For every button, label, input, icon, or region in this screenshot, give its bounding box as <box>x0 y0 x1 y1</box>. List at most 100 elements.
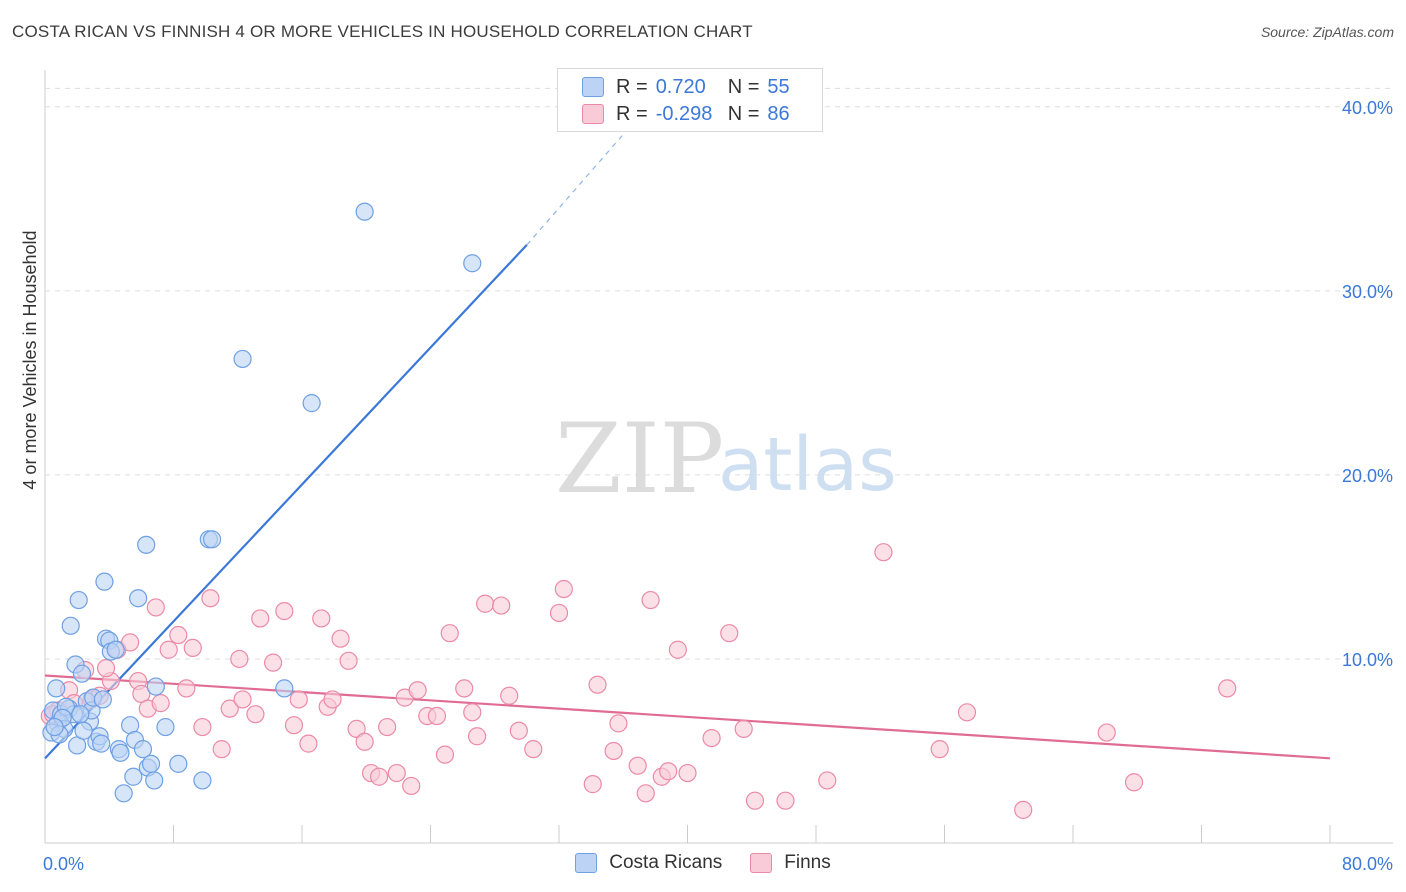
finn-point <box>455 679 474 698</box>
chart-title: COSTA RICAN VS FINNISH 4 OR MORE VEHICLE… <box>12 22 753 41</box>
finn-point <box>331 629 350 648</box>
y-tick-label: 20.0% <box>1342 466 1393 486</box>
costa-rican-point <box>72 664 92 683</box>
costa-rican-point <box>302 394 321 413</box>
costa-rican-point <box>47 679 66 698</box>
r-label: R = <box>616 75 648 98</box>
costa-ricans-swatch <box>575 853 598 873</box>
finn-point <box>818 771 837 790</box>
n-label: N = <box>727 102 760 125</box>
finn-point <box>387 763 406 783</box>
finn-point <box>146 598 165 617</box>
costa-rican-point <box>95 572 114 591</box>
n-value: 55 <box>767 75 790 98</box>
costa-rican-point <box>133 740 153 759</box>
finn-point <box>492 596 511 615</box>
costa-rican-point <box>202 530 222 549</box>
finn-point <box>347 719 366 738</box>
finn-point <box>678 763 697 783</box>
costa-rican-point <box>156 717 175 737</box>
finn-point <box>609 714 628 733</box>
y-tick-label: 10.0% <box>1342 650 1393 670</box>
finn-point <box>183 638 202 658</box>
finn-point <box>702 728 721 748</box>
costa-rican-point <box>106 640 125 659</box>
stats-box: R = 0.720 N = 55 R = -0.298 N = 86 <box>557 68 823 132</box>
finn-point <box>427 706 447 726</box>
finn-point <box>588 675 607 694</box>
finn-point <box>246 705 265 724</box>
costa-rican-point <box>69 590 88 610</box>
finn-point <box>212 740 231 759</box>
finn-point <box>776 791 795 810</box>
finn-point <box>1097 723 1116 742</box>
finn-point <box>440 624 459 643</box>
finn-point <box>745 791 765 810</box>
costa-rican-point <box>233 349 252 369</box>
finn-point <box>284 716 304 735</box>
costa-rican-point <box>92 734 111 753</box>
finn-point <box>378 717 397 737</box>
finn-point <box>402 776 421 796</box>
costa-rican-point <box>141 754 161 773</box>
finn-point <box>476 594 495 613</box>
finn-point <box>121 633 140 652</box>
finn-point <box>370 767 389 786</box>
costa-rican-point <box>93 690 112 709</box>
finn-point <box>509 721 528 740</box>
costa-rican-point <box>355 202 374 221</box>
finn-point <box>233 690 252 709</box>
finn-point <box>668 640 687 659</box>
costa-rican-point <box>71 705 90 724</box>
finn-point <box>339 651 358 670</box>
legend-item-costa-ricans[interactable]: Costa Ricans <box>575 852 722 874</box>
r-label: R = <box>616 102 648 125</box>
costa-rican-point <box>137 535 156 554</box>
x-tick-label: 80.0% <box>1342 854 1393 874</box>
legend-item-finns[interactable]: Finns <box>750 852 831 874</box>
finn-point <box>355 732 374 751</box>
finn-point <box>96 659 116 678</box>
finn-point <box>263 653 283 672</box>
costa-rican-point <box>145 771 164 790</box>
costa-rican-point <box>124 767 143 786</box>
source-label: Source: ZipAtlas.com <box>1260 24 1394 40</box>
finn-point <box>151 694 170 713</box>
finn-point <box>524 740 543 759</box>
n-label: N = <box>727 75 760 98</box>
costa-rican-point <box>111 743 130 762</box>
costa-rican-point <box>275 679 294 698</box>
finn-point <box>177 679 196 698</box>
y-tick-label: 40.0% <box>1342 98 1393 118</box>
finn-point <box>463 703 482 722</box>
finn-point <box>299 734 318 753</box>
costa-ricans-trendline <box>44 244 528 760</box>
finn-point <box>874 543 893 562</box>
finns-trendline <box>44 674 1331 760</box>
finn-point <box>220 699 239 718</box>
n-value: 86 <box>767 102 790 125</box>
finn-point <box>554 579 573 599</box>
x-tick-label: 0.0% <box>43 854 84 874</box>
finn-point <box>720 624 739 643</box>
finn-point <box>604 741 623 761</box>
finn-point <box>467 727 487 746</box>
costa-rican-point <box>61 616 80 635</box>
finn-point <box>930 740 949 759</box>
costa-ricans-swatch <box>582 77 604 97</box>
finn-point <box>323 690 342 709</box>
finn-point <box>251 609 270 628</box>
finn-point <box>275 601 294 621</box>
finn-point <box>1218 679 1237 698</box>
finn-point <box>312 609 331 628</box>
watermark-atlas: atlas <box>718 422 897 508</box>
costa-rican-point <box>146 677 165 696</box>
finn-point <box>408 681 427 700</box>
costa-rican-point <box>463 254 482 273</box>
costa-rican-point <box>114 784 133 803</box>
y-tick-label: 30.0% <box>1342 282 1393 302</box>
legend-label: Finns <box>784 852 831 873</box>
r-value: -0.298 <box>655 102 713 125</box>
finn-point <box>435 745 455 764</box>
finn-point <box>201 589 220 608</box>
